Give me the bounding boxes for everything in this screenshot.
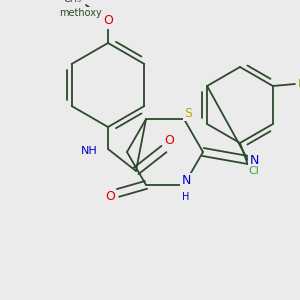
- Text: methoxy: methoxy: [58, 8, 101, 18]
- Text: NH: NH: [81, 146, 98, 156]
- Text: CH₃: CH₃: [64, 0, 82, 4]
- Text: O: O: [105, 190, 115, 203]
- Text: N: N: [249, 154, 259, 166]
- Text: O: O: [164, 134, 174, 148]
- Text: S: S: [184, 106, 192, 120]
- Text: O: O: [103, 14, 113, 28]
- Text: Cl: Cl: [249, 166, 260, 176]
- Text: H: H: [182, 192, 190, 202]
- Text: F: F: [298, 79, 300, 89]
- Text: N: N: [181, 174, 191, 188]
